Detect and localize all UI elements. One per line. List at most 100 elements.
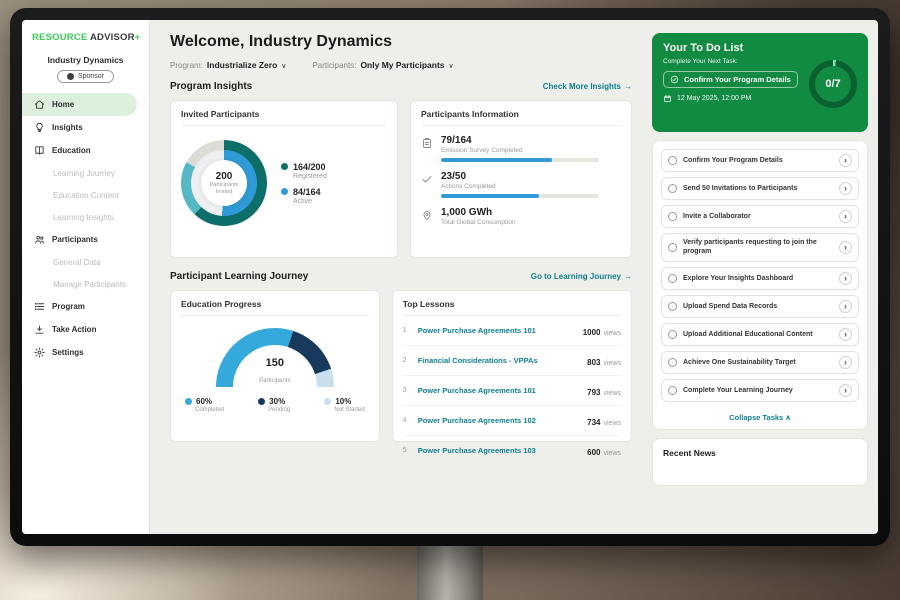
brand-primary: RESOURCE bbox=[32, 32, 88, 43]
legend-label: Not Started bbox=[334, 407, 365, 413]
task-item[interactable]: Upload Additional Educational Content › bbox=[661, 322, 859, 346]
education-progress-card: Education Progress 150 Participants 60% … bbox=[170, 290, 380, 442]
sponsor-badge[interactable]: Sponsor bbox=[56, 70, 115, 83]
invited-participants-body: 200 Participants Invited 164/200 Registe… bbox=[181, 126, 387, 226]
checkbox-circle-icon bbox=[668, 385, 677, 395]
go-to-learning-journey-link[interactable]: Go to Learning Journey → bbox=[531, 272, 632, 281]
sidebar-item-label: General Data bbox=[53, 257, 101, 267]
chevron-right-icon: › bbox=[839, 154, 852, 167]
program-insights-header: Program Insights Check More Insights → bbox=[170, 81, 632, 92]
lesson-views-value: 1000 bbox=[582, 327, 601, 337]
home-icon bbox=[34, 99, 45, 110]
checkbox-circle-icon bbox=[668, 242, 677, 252]
lesson-views-label: views bbox=[603, 329, 621, 337]
lesson-views-value: 793 bbox=[587, 387, 601, 397]
lesson-views-label: views bbox=[603, 389, 621, 397]
chevron-right-icon: › bbox=[839, 210, 852, 223]
todo-next-task[interactable]: Confirm Your Program Details bbox=[663, 71, 798, 88]
checkbox-circle-icon bbox=[668, 184, 677, 193]
top-lessons-title: Top Lessons bbox=[402, 299, 621, 316]
sidebar-item-label: Participants bbox=[52, 235, 98, 244]
lightbulb-icon bbox=[34, 122, 45, 133]
stat-global-consumption: 1,000 GWh Total Global Consumption bbox=[421, 207, 621, 226]
chevron-right-icon: › bbox=[839, 299, 852, 313]
task-item[interactable]: Achieve One Sustainability Target › bbox=[661, 350, 859, 374]
sidebar-item-label: Education bbox=[52, 146, 91, 155]
lesson-views-value: 803 bbox=[587, 357, 601, 367]
gauge-center-value: 150 bbox=[265, 357, 285, 369]
participants-select[interactable]: Participants: Only My Participants ∨ bbox=[312, 60, 453, 70]
task-item[interactable]: Confirm Your Program Details › bbox=[661, 149, 859, 172]
stat-progress-bar bbox=[441, 158, 599, 162]
legend-label: Completed bbox=[195, 407, 225, 413]
legend-item-active: 84/164 Active bbox=[281, 187, 327, 205]
chevron-right-icon: › bbox=[839, 182, 852, 195]
location-pin-icon bbox=[421, 208, 433, 220]
collapse-tasks-link[interactable]: Collapse Tasks ∧ bbox=[661, 407, 859, 427]
program-select[interactable]: Program: Industrialize Zero ∨ bbox=[170, 60, 286, 70]
dashboard-screen: RESOURCE ADVISOR+ Industry Dynamics Spon… bbox=[22, 20, 878, 534]
check-icon bbox=[421, 172, 433, 184]
lesson-link[interactable]: Power Purchase Agreements 102 bbox=[417, 416, 536, 425]
lesson-row: 5 Power Purchase Agreements 103 600 views bbox=[403, 436, 621, 465]
participants-select-label: Participants: bbox=[312, 61, 357, 70]
sidebar-item-general-data[interactable]: General Data bbox=[22, 251, 149, 273]
participants-select-value: Only My Participants bbox=[360, 60, 445, 70]
top-lessons-card: Top Lessons 1 Power Purchase Agreements … bbox=[391, 290, 632, 457]
sidebar-item-education-content[interactable]: Education Content bbox=[22, 184, 149, 206]
stat-value: 79/164 bbox=[441, 135, 472, 146]
chevron-right-icon: › bbox=[839, 271, 852, 285]
donut-center: 200 Participants Invited bbox=[201, 160, 247, 206]
legend-item-completed: 60% Completed bbox=[185, 397, 224, 413]
sidebar-item-learning-insights[interactable]: Learning Insights bbox=[22, 206, 149, 228]
sidebar-item-learning-journey[interactable]: Learning Journey bbox=[22, 162, 149, 184]
donut-center-label: Participants Invited bbox=[209, 181, 239, 195]
program-select-value: Industrialize Zero bbox=[206, 60, 278, 70]
lesson-link[interactable]: Power Purchase Agreements 101 bbox=[417, 326, 536, 335]
arrow-right-icon: → bbox=[624, 272, 632, 281]
program-select-label: Program: bbox=[170, 61, 203, 70]
legend-dot-pale bbox=[324, 398, 332, 405]
monitor-bezel: RESOURCE ADVISOR+ Industry Dynamics Spon… bbox=[10, 8, 890, 546]
sidebar-item-take-action[interactable]: Take Action bbox=[22, 318, 149, 341]
brand-plus: + bbox=[134, 32, 141, 43]
check-more-insights-link[interactable]: Check More Insights → bbox=[543, 82, 632, 91]
sidebar-item-home[interactable]: Home bbox=[22, 93, 137, 116]
sidebar-item-education[interactable]: Education bbox=[22, 139, 149, 162]
sponsor-icon bbox=[66, 73, 74, 80]
task-item[interactable]: Explore Your Insights Dashboard › bbox=[661, 266, 859, 290]
legend-value: 10% bbox=[335, 397, 352, 406]
lesson-views-value: 734 bbox=[587, 417, 601, 427]
book-icon bbox=[34, 145, 45, 156]
sidebar-item-insights[interactable]: Insights bbox=[22, 116, 149, 139]
participants-information-card: Participants Information 79/164 Emission… bbox=[410, 100, 632, 258]
lesson-link[interactable]: Power Purchase Agreements 103 bbox=[417, 446, 536, 455]
gauge-legend: 60% Completed 30% Pending 10% Not Starte… bbox=[181, 389, 369, 413]
sidebar-item-settings[interactable]: Settings bbox=[22, 341, 149, 364]
todo-subtitle: Complete Your Next Task: bbox=[663, 58, 738, 65]
sidebar-item-label: Education Content bbox=[53, 190, 119, 200]
education-gauge-chart: 150 Participants bbox=[215, 328, 334, 387]
legend-value: 30% bbox=[269, 397, 286, 406]
task-item[interactable]: Invite a Collaborator › bbox=[661, 205, 859, 228]
insights-cards-row: Invited Participants 200 Participants In… bbox=[170, 100, 632, 258]
task-item[interactable]: Verify participants requesting to join t… bbox=[661, 233, 859, 262]
sidebar-item-manage-participants[interactable]: Manage Participants bbox=[22, 273, 149, 295]
legend-item-registered: 164/200 Registered bbox=[281, 162, 327, 180]
lesson-link[interactable]: Financial Considerations - VPPAs bbox=[417, 356, 538, 365]
task-label: Explore Your Insights Dashboard bbox=[683, 274, 794, 282]
stat-value: 23/50 bbox=[441, 171, 467, 182]
task-item[interactable]: Complete Your Learning Journey › bbox=[661, 378, 859, 402]
calendar-icon bbox=[663, 94, 672, 103]
learning-journey-header: Participant Learning Journey Go to Learn… bbox=[170, 271, 632, 282]
monitor-stand bbox=[417, 546, 483, 600]
legend-label: Registered bbox=[293, 172, 327, 180]
task-item[interactable]: Upload Spend Data Records › bbox=[661, 294, 859, 318]
checkbox-circle-icon bbox=[668, 156, 677, 165]
sidebar-item-participants[interactable]: Participants bbox=[22, 228, 149, 251]
lesson-views-label: views bbox=[603, 359, 621, 367]
sidebar-item-program[interactable]: Program bbox=[22, 295, 149, 318]
task-label: Confirm Your Program Details bbox=[683, 156, 783, 164]
lesson-link[interactable]: Power Purchase Agreements 101 bbox=[417, 386, 536, 395]
task-item[interactable]: Send 50 Invitations to Participants › bbox=[661, 177, 859, 200]
